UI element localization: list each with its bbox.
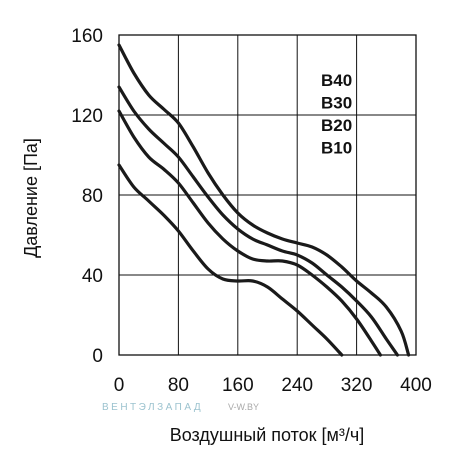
x-tick-label: 400 xyxy=(400,375,432,396)
y-tick-label: 80 xyxy=(82,186,103,207)
x-tick-label: 240 xyxy=(281,375,313,396)
x-tick-label: 0 xyxy=(114,375,125,396)
series-line-b30 xyxy=(117,85,399,357)
legend-label-b10: B10 xyxy=(321,139,352,158)
y-tick-label: 120 xyxy=(71,106,103,127)
legend-label-b40: B40 xyxy=(321,71,352,90)
legend-label-b30: B30 xyxy=(321,94,352,113)
y-tick-label: 0 xyxy=(92,346,103,367)
x-axis-title: Воздушный поток [м³/ч] xyxy=(170,425,365,445)
y-tick-label: 40 xyxy=(82,266,103,287)
watermark-brand: ВЕНТЭЛЗАПАД xyxy=(102,402,203,413)
series-line-b20 xyxy=(117,109,382,357)
x-tick-label: 80 xyxy=(168,375,189,396)
y-tick-label: 160 xyxy=(71,26,103,47)
grid xyxy=(118,34,417,356)
legend: B40 B30 B20 B10 xyxy=(321,71,352,158)
series-line-b40 xyxy=(117,43,411,357)
x-tick-label: 320 xyxy=(341,375,373,396)
legend-label-b20: B20 xyxy=(321,116,352,135)
series-lines xyxy=(117,43,411,357)
y-tick-labels: 0 40 80 120 160 xyxy=(71,26,103,367)
x-tick-label: 160 xyxy=(222,375,254,396)
y-axis-title: Давление [Па] xyxy=(21,138,41,258)
watermark-site: V-W.BY xyxy=(228,402,259,412)
x-tick-labels: 0 80 160 240 320 400 xyxy=(114,375,432,396)
series-line-b10 xyxy=(117,163,344,357)
